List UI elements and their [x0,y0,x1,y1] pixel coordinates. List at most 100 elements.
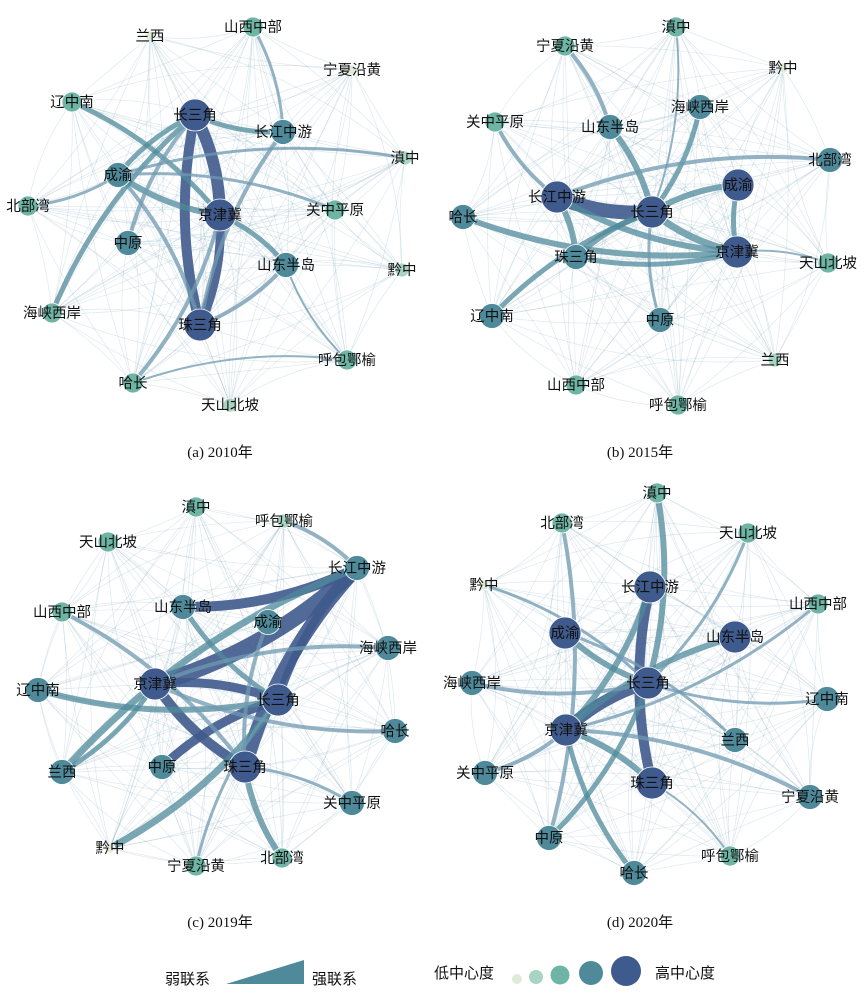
weak-edge [195,802,353,867]
weak-edge [117,131,284,176]
node-label-北部湾: 北部湾 [540,515,584,532]
weak-edge [37,689,283,859]
weak-edge [575,106,701,386]
edge-珠三角-京津冀 [573,249,740,267]
weak-edge [229,157,406,406]
weak-edge [484,522,563,774]
weak-edge [51,131,284,314]
weak-edge [127,242,403,271]
weak-edge [219,157,406,216]
weak-edge [195,520,285,867]
node-关中平原 [324,199,346,221]
weak-edge [195,506,389,649]
weak-edge [107,541,269,623]
weak-edge [675,26,831,161]
node-长江中游 [540,180,574,214]
weak-edge [182,567,358,608]
weak-edge [109,567,358,849]
node-辽中南 [25,677,51,703]
weak-edge [675,26,776,361]
weak-edge [37,689,197,867]
weak-edge [491,315,661,324]
weak-edge [633,636,736,874]
weak-edge [61,611,197,867]
weak-edge [346,269,403,361]
node-label-关中平原: 关中平原 [306,202,364,219]
node-北部湾 [271,847,293,869]
weak-edge [127,131,284,244]
weak-edge [61,611,283,859]
node-label-海峡西岸: 海峡西岸 [23,305,81,322]
weak-edge [675,26,738,253]
node-label-呼包鄂榆: 呼包鄂榆 [701,848,759,865]
weak-edge [699,106,776,361]
node-海峡西岸 [375,635,401,661]
weak-edge [132,209,336,384]
legend-node-level-4 [579,961,603,985]
weak-edge [677,251,738,406]
weak-edge [575,356,776,386]
weak-edge [471,532,749,684]
node-北部湾 [817,147,843,173]
node-label-兰西: 兰西 [721,732,750,749]
weak-edge [132,214,221,384]
weak-edge [27,205,201,326]
weak-edge [61,611,353,804]
node-宁夏沿黄 [185,855,207,877]
weak-edge [675,26,784,69]
weak-edge [556,26,677,198]
edge-哈长-京津冀 [563,727,637,876]
node-label-成渝: 成渝 [724,177,753,194]
weak-edge [564,632,811,798]
weak-edge [747,532,819,605]
weak-edge [127,242,287,266]
weak-edge [107,541,246,768]
node-label-天山北坡: 天山北坡 [719,525,777,542]
weak-edge [51,35,151,314]
node-label-宁夏沿黄: 宁夏沿黄 [536,38,594,55]
weak-edge [71,101,406,159]
weak-edge [656,492,811,798]
node-黔中 [104,842,116,854]
weak-edge [282,131,289,266]
node-label-黔中: 黔中 [769,60,798,77]
weak-edge [491,251,738,317]
weak-edge [651,67,784,213]
weak-edge [149,35,406,159]
weak-edge [61,506,197,773]
weak-edge [109,802,353,849]
weak-edge [252,26,406,159]
weak-edge [351,69,406,159]
weak-edge [71,101,134,384]
node-中原 [149,754,175,780]
node-宁夏沿黄 [554,35,576,57]
node-呼包鄂榆 [336,349,358,371]
node-滇中 [646,482,668,504]
weak-edge [729,603,819,857]
weak-edge [561,492,658,524]
weak-edge [575,184,739,386]
weak-edge [734,603,819,741]
legend-node-level-5 [611,956,641,986]
caption-2010: (a) 2010年 [187,444,252,461]
weak-edge [494,67,784,123]
weak-edge [564,45,829,264]
node-label-天山北坡: 天山北坡 [799,255,857,272]
weak-edge [548,739,736,839]
weak-edge [491,262,829,317]
weak-edge [109,699,279,849]
caption-2020: (d) 2020年 [607,914,673,931]
weak-edge [334,209,403,271]
weak-edge [27,205,53,314]
weak-edge [252,26,287,266]
weak-edge [252,26,403,271]
weak-edge [675,26,829,264]
node-label-长江中游: 长江中游 [254,124,312,141]
weak-edge [399,157,406,271]
weak-edge [334,209,348,361]
weak-edge [51,214,221,314]
weak-edge [61,611,163,768]
node-珠三角 [563,244,589,270]
weak-edge [149,35,403,271]
